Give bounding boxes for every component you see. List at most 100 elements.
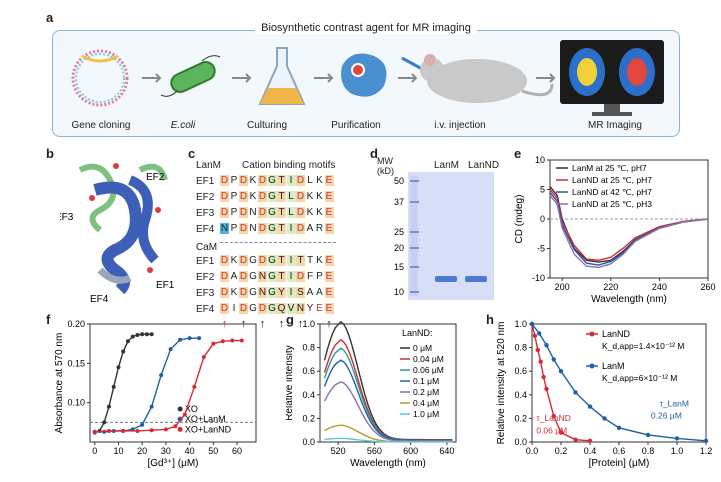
arrow-up-icon: ↑ bbox=[278, 318, 285, 330]
sequence-alignment: LanM Cation binding motifs CaM EF1 D P D K D G… bbox=[196, 158, 356, 330]
residue: D bbox=[239, 303, 248, 314]
residue: N bbox=[258, 287, 267, 298]
residue: A bbox=[316, 287, 323, 298]
residue: K bbox=[249, 191, 257, 202]
residue: D bbox=[239, 271, 248, 282]
data-point bbox=[182, 412, 187, 417]
data-point bbox=[135, 333, 140, 338]
residue: A bbox=[230, 271, 238, 282]
data-point bbox=[106, 428, 111, 433]
ef-label: EF1 bbox=[156, 280, 175, 291]
separator bbox=[220, 242, 336, 243]
x-tick-label: 220 bbox=[603, 282, 618, 292]
legend-label: 0 μM bbox=[413, 343, 432, 353]
legend-label: XO+LanM bbox=[185, 414, 226, 424]
arrow-icon bbox=[232, 73, 252, 83]
data-point bbox=[92, 429, 97, 434]
residue: I bbox=[286, 287, 296, 298]
y-tick-label: 0.6 bbox=[302, 366, 315, 376]
spectrum-line bbox=[323, 381, 453, 442]
data-point bbox=[197, 336, 202, 341]
data-point bbox=[163, 427, 168, 432]
legend-marker bbox=[589, 363, 595, 369]
residue: D bbox=[258, 175, 267, 186]
legend-marker bbox=[177, 426, 183, 432]
x-tick-label: 60 bbox=[232, 446, 242, 456]
data-point bbox=[201, 355, 206, 360]
data-point bbox=[130, 334, 135, 339]
residue: D bbox=[220, 207, 229, 218]
data-point bbox=[602, 416, 607, 421]
x-tick-label: 10 bbox=[113, 446, 123, 456]
flask-icon bbox=[258, 47, 306, 105]
legend-marker bbox=[589, 331, 595, 337]
y-tick-label: 0.0 bbox=[514, 437, 527, 447]
x-tick-label: 260 bbox=[700, 282, 715, 292]
x-tick-label: 0.8 bbox=[642, 446, 655, 456]
motif-name: EF4 bbox=[196, 224, 215, 235]
y-tick-label: 10 bbox=[535, 155, 545, 165]
y-axis-label: Relative intensity at 520 nm bbox=[496, 322, 507, 445]
data-point bbox=[541, 374, 546, 380]
data-point bbox=[178, 337, 183, 342]
x-tick-label: 560 bbox=[367, 446, 382, 456]
motifs-header: Cation binding motifs bbox=[242, 160, 336, 171]
motif-name: EF2 bbox=[196, 272, 215, 283]
data-point bbox=[532, 333, 538, 338]
residue: G bbox=[249, 287, 257, 298]
y-tick-label: 0.20 bbox=[67, 319, 85, 329]
residue: E bbox=[324, 271, 334, 282]
residue: E bbox=[324, 191, 334, 202]
residue: K bbox=[316, 191, 323, 202]
residue: D bbox=[258, 223, 267, 234]
data-point bbox=[187, 336, 192, 341]
y-tick-label: 0.6 bbox=[514, 366, 527, 376]
residue: D bbox=[296, 223, 305, 234]
data-point bbox=[573, 390, 578, 395]
residue: A bbox=[306, 287, 314, 298]
step-label: i.v. injection bbox=[434, 120, 486, 131]
residue: I bbox=[286, 175, 296, 186]
residue: D bbox=[239, 287, 248, 298]
residue: D bbox=[296, 207, 305, 218]
residue: I bbox=[232, 303, 236, 314]
data-point bbox=[616, 425, 622, 431]
residue: L bbox=[286, 191, 296, 202]
mw-marker: 20 bbox=[394, 243, 404, 253]
y-tick-label: 1.0 bbox=[302, 319, 315, 329]
residue: G bbox=[267, 223, 277, 234]
residue: S bbox=[296, 287, 305, 298]
mw-marker: 25 bbox=[394, 227, 404, 237]
arrow-up-icon: ↑ bbox=[297, 318, 304, 330]
y-tick-label: 0.10 bbox=[67, 398, 85, 408]
motif-name: EF3 bbox=[196, 288, 215, 299]
x-tick-label: 240 bbox=[652, 282, 667, 292]
residue: N bbox=[258, 271, 267, 282]
y-axis-label: CD (mdeg) bbox=[514, 195, 525, 244]
residue: T bbox=[277, 223, 286, 234]
y-tick-label: 0.4 bbox=[302, 390, 315, 400]
tau-value: 0.06 μM bbox=[536, 426, 567, 436]
data-point bbox=[111, 384, 116, 389]
step-label: Culturing bbox=[246, 120, 288, 131]
arrow-icon bbox=[142, 73, 162, 83]
mw-marker: 15 bbox=[394, 262, 404, 272]
residue: E bbox=[324, 303, 334, 314]
residue: E bbox=[324, 287, 334, 298]
residue: I bbox=[286, 271, 296, 282]
data-point bbox=[220, 339, 225, 344]
mw-marker: 50 bbox=[394, 176, 404, 186]
step-label: E.coli bbox=[170, 120, 196, 131]
residue: Y bbox=[306, 303, 314, 314]
ef-label: EF4 bbox=[90, 294, 109, 305]
data-point bbox=[544, 343, 549, 348]
data-point bbox=[149, 332, 154, 337]
residue: G bbox=[267, 207, 277, 218]
plot-frame bbox=[89, 323, 257, 443]
y-tick-label: 0.2 bbox=[302, 413, 315, 423]
tau-label: τ_LanND bbox=[536, 413, 571, 423]
residue: P bbox=[230, 207, 238, 218]
tau-value: 0.26 μM bbox=[651, 410, 682, 420]
residue: P bbox=[230, 175, 238, 186]
legend-label: 0.1 μM bbox=[413, 376, 439, 386]
